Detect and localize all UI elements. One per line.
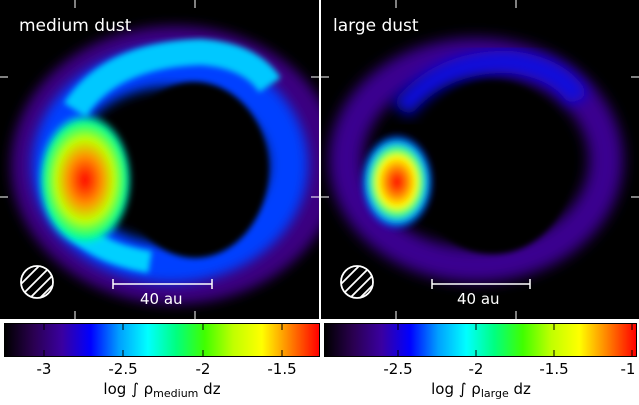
colorbar-large-tick: -2	[468, 360, 484, 378]
panel-title-large: large dust	[333, 16, 419, 36]
medium-dust-panel: medium dust 40 au	[0, 0, 319, 319]
scale-bar-label: 40 au	[457, 290, 500, 308]
panel-title-medium: medium dust	[19, 16, 132, 36]
colorbar-medium	[4, 323, 320, 357]
colorbar-large-title: log ∫ ρlarge dz	[431, 380, 531, 400]
colorbar-large-tick: -2.5	[383, 360, 413, 378]
large-dust-panel: large dust 40 au	[321, 0, 639, 319]
beam-icon	[340, 265, 374, 299]
scale-bar	[112, 279, 213, 289]
beam-icon	[20, 265, 54, 299]
colorbar-medium-tick: -2.5	[108, 360, 138, 378]
colorbar-large-tick: -1	[620, 360, 636, 378]
scale-bar	[431, 279, 531, 289]
colorbar-large-tick: -1.5	[539, 360, 569, 378]
medium-dust-image	[0, 0, 319, 319]
colorbar-medium-tick: -3	[36, 360, 52, 378]
colorbar-medium-title: log ∫ ρmedium dz	[103, 380, 221, 400]
colorbar-medium-tick: -1.5	[267, 360, 297, 378]
colorbar-medium-tick: -2	[195, 360, 211, 378]
scale-bar-label: 40 au	[140, 290, 183, 308]
colorbar-large	[324, 323, 637, 357]
large-dust-image	[321, 0, 639, 319]
